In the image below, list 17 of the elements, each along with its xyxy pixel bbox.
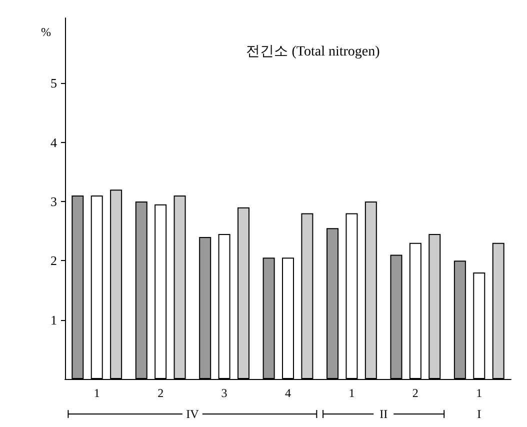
x-tick-label: 1 — [94, 386, 100, 400]
y-tick-label: 3 — [50, 194, 57, 209]
x-tick-label: 1 — [348, 386, 355, 400]
text: IV — [186, 407, 200, 421]
text: I — [477, 407, 482, 421]
x-tick-label: 3 — [221, 386, 228, 400]
x-tick-label: 4 — [285, 386, 291, 400]
y-tick-label: 5 — [50, 76, 57, 91]
y-tick-label: 2 — [50, 253, 57, 268]
y-axis-title: % — [41, 25, 51, 39]
x-tick-label: 1 — [476, 386, 482, 400]
y-tick-label: 4 — [50, 134, 58, 150]
y-tick-label: 1 — [50, 312, 57, 328]
x-tick-label: 2 — [412, 386, 418, 400]
x-tick-label: 2 — [158, 386, 164, 400]
text: II — [380, 407, 388, 421]
text: 전긴소 (Total nitrogen) — [246, 44, 380, 60]
